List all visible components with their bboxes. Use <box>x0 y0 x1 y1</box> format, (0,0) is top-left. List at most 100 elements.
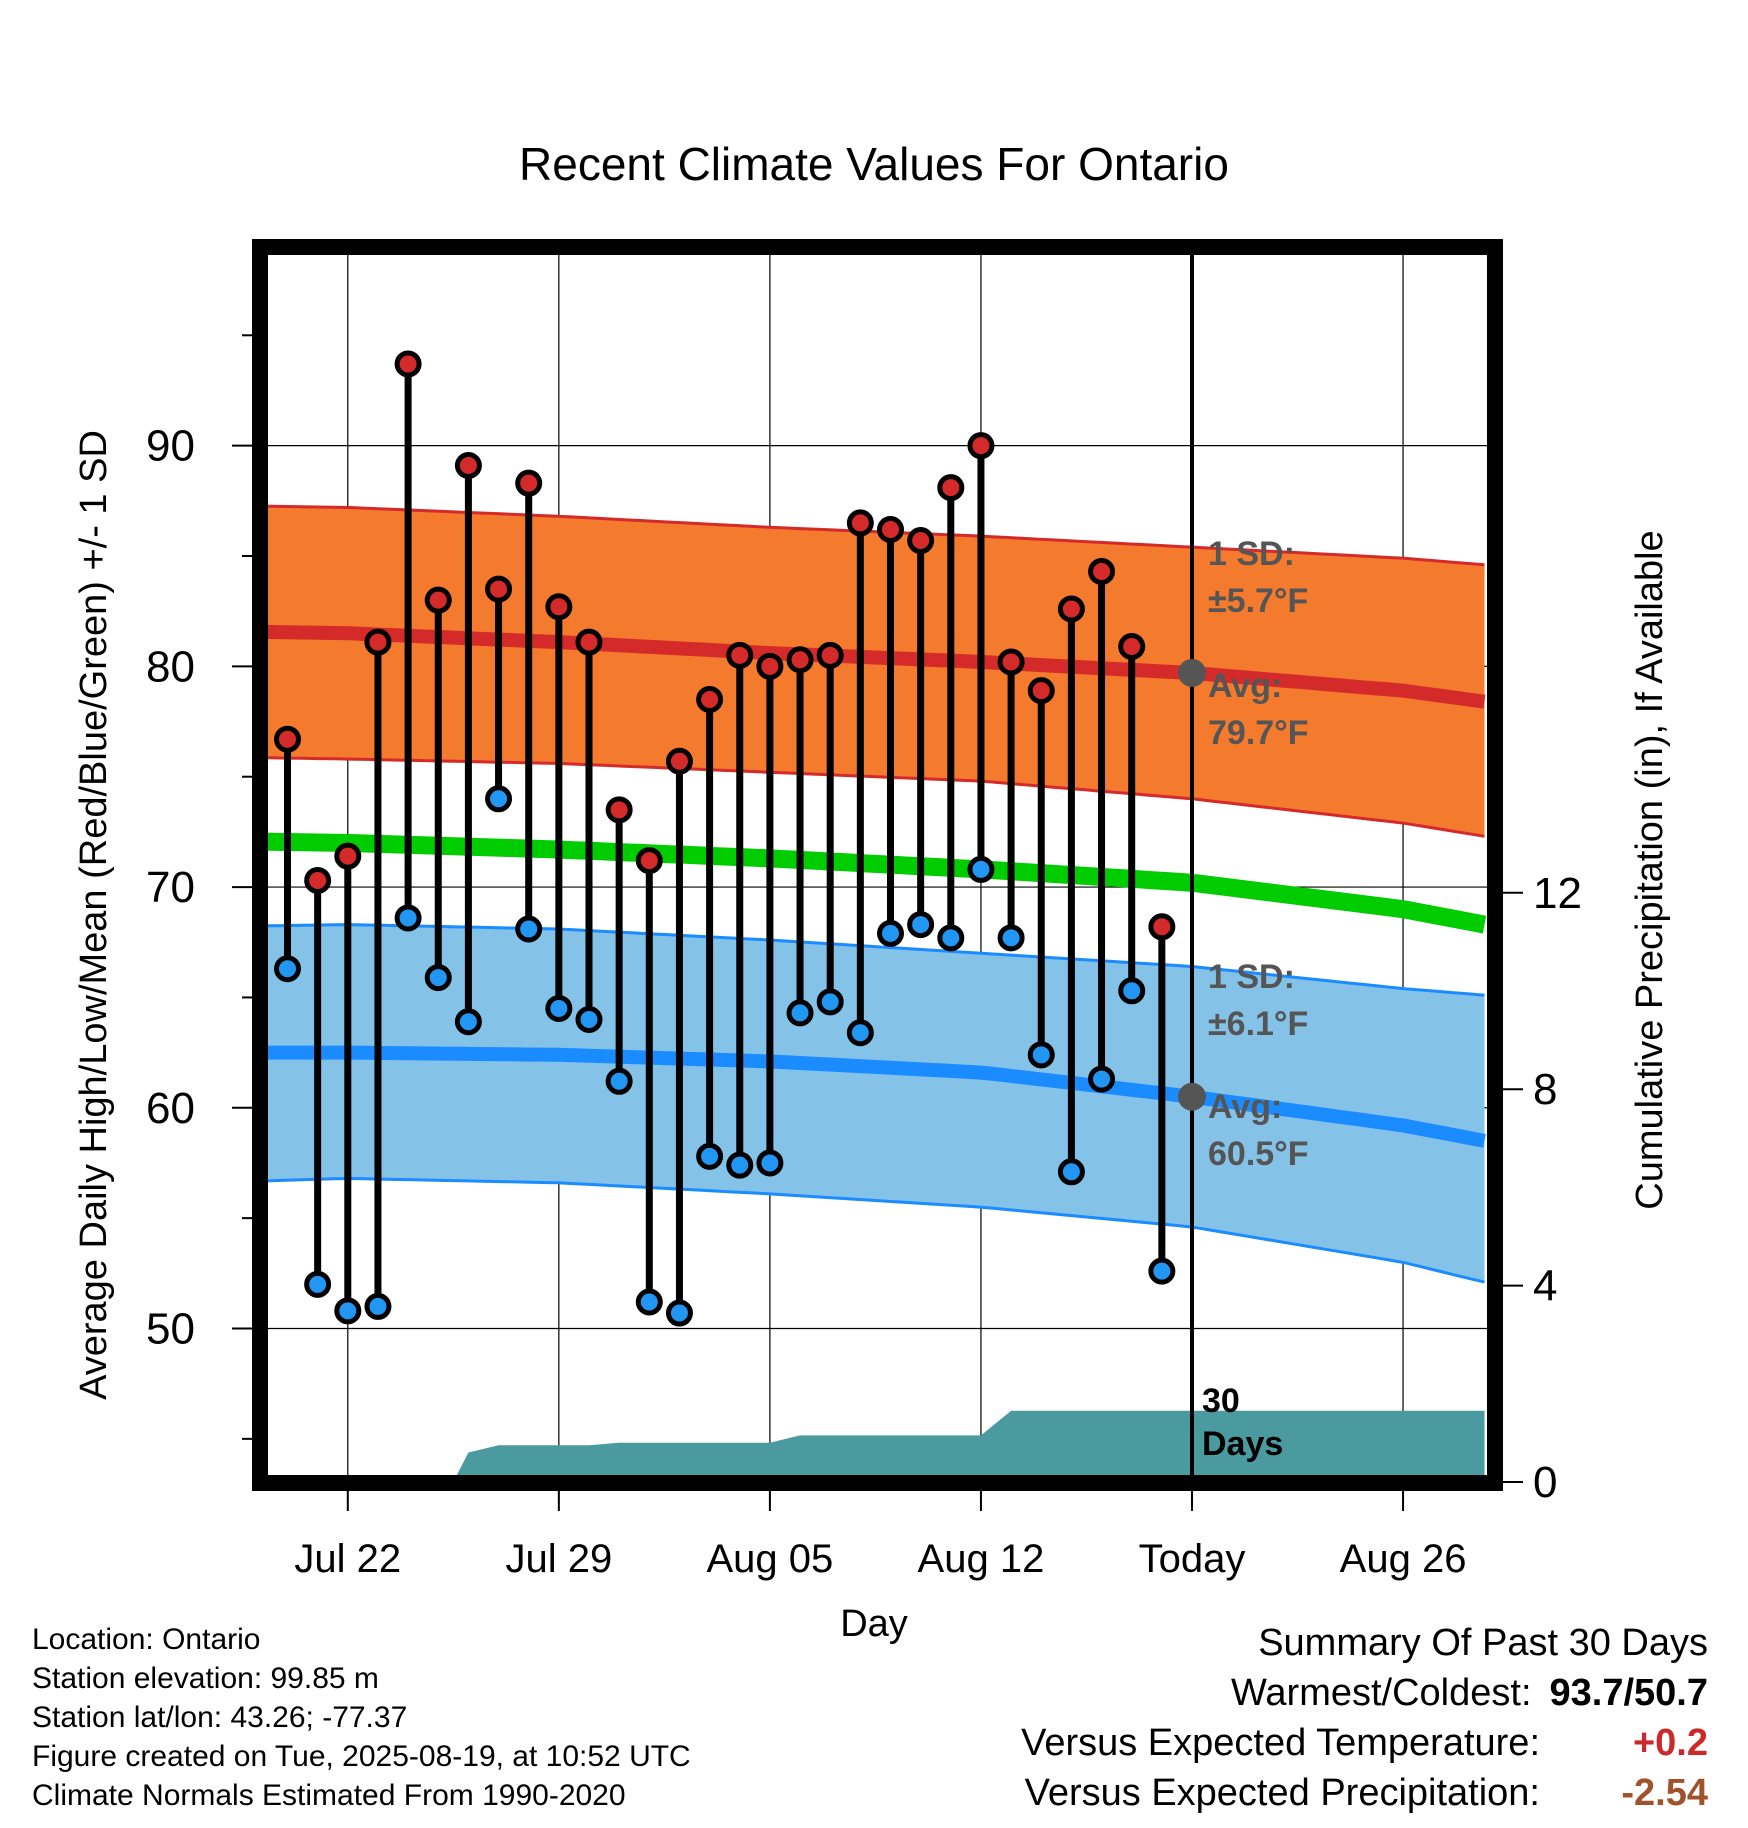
low-point <box>1027 1041 1055 1069</box>
high-point <box>334 842 362 870</box>
low-point <box>907 911 935 939</box>
y-tick-label: 80 <box>146 642 195 691</box>
high-band-upper <box>260 504 1485 567</box>
high-point <box>967 432 995 460</box>
high-point <box>877 516 904 544</box>
warmest-coldest-label: Warmest/Coldest: <box>1230 1672 1532 1714</box>
high-point <box>1148 913 1176 941</box>
plot-interior: 1 SD: ±5.7°F Avg: 79.7°F 1 SD: ±6.1°F Avg: 60.5… <box>260 247 1495 1483</box>
y-tick-label: 50 <box>146 1305 195 1354</box>
low-avg-value: 60.5°F <box>1208 1135 1309 1173</box>
low-avg-label: Avg: <box>1208 1088 1282 1126</box>
summary-title: Summary Of Past 30 Days <box>1258 1622 1708 1664</box>
x-tick-label: Jul 22 <box>294 1537 401 1581</box>
normal-low-line <box>260 1045 1486 1148</box>
low-point <box>454 1008 482 1036</box>
high-point <box>756 652 784 680</box>
station-info: Location: Ontario Station elevation: 99.… <box>32 1620 691 1815</box>
high-avg-value: 79.7°F <box>1208 714 1309 752</box>
low-point <box>937 924 965 952</box>
low-point <box>334 1297 362 1325</box>
high-band-lower <box>260 756 1485 838</box>
high-point <box>635 847 663 875</box>
precip-label: Versus Expected Precipitation: <box>1024 1772 1540 1814</box>
high-point <box>846 509 874 537</box>
high-point <box>696 685 724 713</box>
x-tick-label: Aug 05 <box>707 1537 834 1581</box>
y-axis-label: Average Daily High/Low/Mean (Red/Blue/Gr… <box>73 430 115 1400</box>
summary-warmest-coldest: Warmest/Coldest: 93.7/50.7 <box>1021 1668 1708 1718</box>
high-point <box>997 648 1025 676</box>
high-point <box>304 866 332 894</box>
x-tick-label: Aug 26 <box>1340 1537 1467 1581</box>
summary-precip: Versus Expected Precipitation: -2.54 <box>1021 1768 1708 1818</box>
plot-area: 1 SD: ±5.7°F Avg: 79.7°F 1 SD: ±6.1°F Avg: 60.5… <box>146 239 1582 1581</box>
low-point <box>1057 1158 1085 1186</box>
plot-frame <box>252 239 1503 1491</box>
low-sd-value: ±6.1°F <box>1208 1005 1308 1043</box>
low-point <box>364 1292 392 1320</box>
low-point <box>967 855 995 883</box>
high-sd-band <box>260 506 1485 837</box>
low-point <box>997 924 1025 952</box>
low-sd-label: 1 SD: <box>1208 958 1295 996</box>
low-point <box>816 988 844 1016</box>
low-point <box>304 1270 332 1298</box>
low-band-lower <box>260 1176 1485 1284</box>
high-point <box>605 796 633 824</box>
low-point <box>485 785 513 813</box>
elevation-text: Station elevation: 99.85 m <box>32 1662 379 1695</box>
summary-temp: Versus Expected Temperature: +0.2 <box>1021 1718 1708 1768</box>
low-point <box>1088 1065 1116 1093</box>
y2-tick-label: 12 <box>1533 869 1582 918</box>
latlon-text: Station lat/lon: 43.26; -77.37 <box>32 1701 408 1734</box>
low-point <box>635 1288 663 1316</box>
precip-value: -2.54 <box>1621 1772 1708 1814</box>
high-point <box>665 747 693 775</box>
low-point <box>756 1149 784 1177</box>
low-point <box>1148 1257 1176 1285</box>
low-point <box>665 1299 693 1327</box>
y-tick-label: 60 <box>146 1084 195 1133</box>
low-point <box>696 1142 724 1170</box>
low-point <box>1118 977 1146 1005</box>
high-point <box>274 725 301 753</box>
summary-panel: Summary Of Past 30 Days Warmest/Coldest:… <box>1021 1618 1708 1818</box>
high-avg-label: Avg: <box>1208 667 1282 705</box>
high-point <box>726 641 754 669</box>
low-point <box>605 1067 633 1095</box>
low-point <box>786 999 814 1027</box>
high-point <box>1118 632 1146 660</box>
low-point <box>846 1019 874 1047</box>
high-sd-label: 1 SD: <box>1208 535 1295 573</box>
low-point <box>726 1151 754 1179</box>
x-tick-label: Aug 12 <box>918 1537 1045 1581</box>
today-days-number: 30 <box>1202 1382 1240 1420</box>
high-point <box>1088 557 1116 585</box>
low-point <box>515 915 543 943</box>
high-point <box>907 527 935 555</box>
low-point <box>877 919 904 947</box>
low-point <box>394 904 422 932</box>
precip-area <box>260 1410 1485 1482</box>
low-point <box>575 1006 603 1033</box>
y2-tick-label: 8 <box>1533 1065 1557 1114</box>
high-point <box>816 641 844 669</box>
y-tick-label: 70 <box>146 863 195 912</box>
low-point <box>545 994 573 1022</box>
low-band-upper <box>260 923 1485 997</box>
x-axis-label: Day <box>840 1603 908 1645</box>
y2-tick-label: 0 <box>1533 1458 1557 1507</box>
today-low-avg-marker <box>1178 1082 1206 1111</box>
high-sd-value: ±5.7°F <box>1208 582 1308 620</box>
high-point <box>1027 677 1055 705</box>
y-axis: 50 60 70 80 90 <box>146 334 252 1440</box>
x-axis: Jul 22 Jul 29 Aug 05 Aug 12 Today Aug 26 <box>294 1491 1466 1581</box>
normals-text: Climate Normals Estimated From 1990-2020 <box>32 1779 626 1812</box>
high-point <box>364 628 392 656</box>
x-tick-label: Jul 29 <box>505 1537 612 1581</box>
high-point <box>515 469 543 497</box>
high-point <box>545 593 573 621</box>
location-text: Location: Ontario <box>32 1623 261 1656</box>
high-point <box>786 646 814 674</box>
